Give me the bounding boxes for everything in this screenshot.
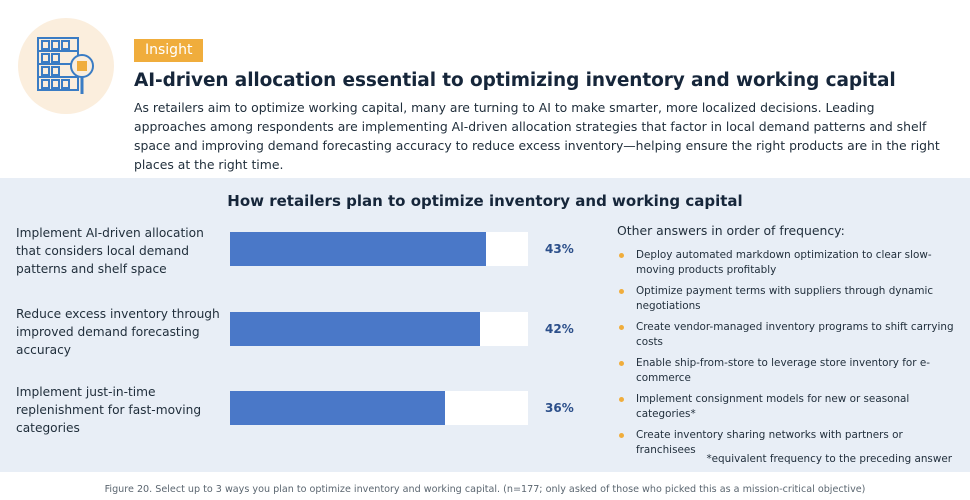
bar-category-label: Reduce excess inventory through improved… [16, 307, 220, 357]
other-answer-item: Optimize payment terms with suppliers th… [617, 284, 957, 314]
bullet-dot-icon [619, 325, 624, 330]
bar [230, 232, 486, 266]
bullet-dot-icon [619, 289, 624, 294]
bar-value-label: 36% [545, 401, 574, 415]
other-answer-item: Create vendor-managed inventory programs… [617, 320, 957, 350]
other-answer-text: Create inventory sharing networks with p… [636, 429, 903, 456]
other-answer-item: Create inventory sharing networks with p… [617, 428, 957, 458]
insight-headline: AI-driven allocation essential to optimi… [134, 70, 896, 91]
other-answers-list: Deploy automated markdown optimization t… [617, 248, 957, 464]
other-answer-text: Optimize payment terms with suppliers th… [636, 285, 934, 312]
other-answer-item: Implement consignment models for new or … [617, 392, 957, 422]
bar-value-label: 42% [545, 322, 574, 336]
bullet-dot-icon [619, 253, 624, 258]
insight-illustration [18, 18, 114, 114]
figure-caption: Figure 20. Select up to 3 ways you plan … [104, 484, 866, 495]
bar-category-label: Implement AI-driven allocation that cons… [16, 226, 204, 276]
insight-badge: Insight [134, 39, 204, 62]
bullet-dot-icon [619, 361, 624, 366]
bar-track [230, 391, 528, 425]
other-answer-text: Implement consignment models for new or … [636, 393, 910, 420]
other-answer-item: Deploy automated markdown optimization t… [617, 248, 957, 278]
bullet-dot-icon [619, 397, 624, 402]
insight-intro: As retailers aim to optimize working cap… [134, 100, 940, 172]
other-answer-text: Deploy automated markdown optimization t… [636, 249, 932, 276]
chart-title: How retailers plan to optimize inventory… [227, 192, 743, 210]
other-answer-item: Enable ship-from-store to leverage store… [617, 356, 957, 386]
footnote: *equivalent frequency to the preceding a… [706, 453, 952, 465]
warehouse-inventory-search-icon [37, 37, 94, 94]
bar-track [230, 312, 528, 346]
bar-category-label: Implement just-in-time replenishment for… [16, 385, 202, 435]
bar [230, 391, 445, 425]
other-answer-text: Create vendor-managed inventory programs… [636, 321, 954, 348]
bar-track [230, 232, 528, 266]
bullet-dot-icon [619, 433, 624, 438]
bar [230, 312, 480, 346]
other-answer-text: Enable ship-from-store to leverage store… [636, 357, 930, 384]
bar-value-label: 43% [545, 242, 574, 256]
other-answers-title: Other answers in order of frequency: [617, 223, 845, 238]
